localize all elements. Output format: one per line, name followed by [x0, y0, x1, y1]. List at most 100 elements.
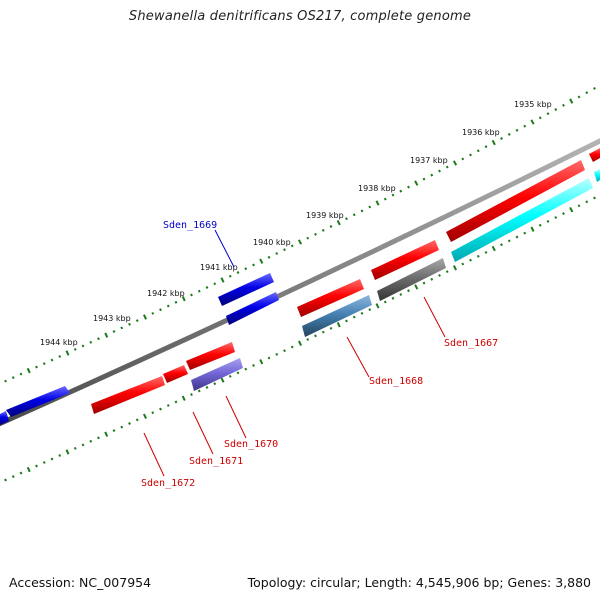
inner-scale-tick [491, 245, 496, 252]
outer-scale-tick [360, 209, 364, 213]
inner-scale-tick [112, 429, 116, 433]
outer-scale-tick [135, 319, 139, 323]
leader-line-1669 [214, 229, 235, 268]
inner-scale-tick [267, 356, 271, 360]
outer-scale-tick [593, 87, 596, 90]
gene-arrow-steel-1668[interactable] [302, 295, 372, 337]
gene-label-sden-1668[interactable]: Sden_1668 [369, 376, 423, 387]
leader-line-1670 [225, 395, 247, 439]
outer-scale-tick [213, 282, 217, 286]
outer-scale-tick [391, 193, 395, 197]
inner-scale-tick [283, 349, 286, 353]
outer-scale-tick [500, 137, 503, 140]
outer-scale-tick [569, 98, 574, 104]
inner-scale-tick [128, 422, 131, 425]
outer-scale-tick [368, 205, 372, 209]
inner-scale-tick [50, 457, 54, 461]
outer-scale-tick [11, 376, 15, 380]
gene-arrow-red-right[interactable] [446, 160, 585, 242]
inner-scale-tick [4, 478, 7, 482]
outer-scale-tick [35, 365, 38, 369]
outer-scale-tick [329, 225, 333, 228]
kbp-label-1936: 1936 kbp [462, 128, 500, 137]
outer-scale-tick [220, 277, 225, 283]
outer-scale-tick [197, 289, 201, 293]
gene-arrow-red-1668[interactable] [297, 279, 364, 317]
kbp-label-1939: 1939 kbp [306, 211, 344, 220]
outer-scale-tick [430, 173, 434, 177]
inner-scale-tick [89, 439, 93, 443]
outer-scale-tick [259, 258, 264, 264]
outer-scale-tick [407, 185, 410, 189]
outer-scale-tick [538, 116, 542, 120]
kbp-label-1944: 1944 kbp [40, 338, 78, 347]
kbp-label-1938: 1938 kbp [358, 184, 396, 193]
inner-scale-tick [151, 411, 155, 415]
gene-arrow-gray-1667[interactable] [377, 258, 446, 301]
kbp-labels: 1935 kbp 1936 kbp 1937 kbp 1938 kbp 1939… [40, 100, 552, 347]
inner-scale-tick [252, 363, 255, 367]
outer-scale-tick [469, 153, 472, 157]
outer-scale-tick [205, 286, 209, 289]
gene-arrow-cyan-edge[interactable] [594, 169, 600, 182]
inner-scale-tick [228, 374, 232, 378]
outer-scale-tick [73, 347, 77, 351]
gene-arrow-red-1670[interactable] [186, 342, 235, 370]
outer-scale-tick [461, 157, 465, 161]
inner-scale-tick [593, 196, 596, 200]
accession-text: Accession: NC_007954 [9, 575, 152, 590]
inner-scale-tick [73, 446, 77, 450]
gene-label-sden-1669[interactable]: Sden_1669 [163, 220, 217, 231]
inner-scale-tick [259, 359, 264, 365]
gene-arrow-cyan-right[interactable] [451, 178, 593, 262]
outer-scale-tick [50, 358, 54, 362]
outer-scale-tick [452, 160, 458, 166]
gene-label-sden-1672[interactable]: Sden_1672 [141, 478, 195, 489]
inner-scale-tick [290, 345, 294, 349]
outer-scale-tick [577, 95, 581, 99]
gene-arrow-blue-1669-b[interactable] [226, 292, 279, 325]
inner-scale-tick [562, 212, 565, 216]
gene-arrow-red-edge[interactable] [589, 148, 600, 162]
inner-scale-tick [461, 262, 465, 266]
inner-scale-tick [197, 389, 201, 393]
inner-scale-tick [523, 231, 527, 235]
outer-scale-tick [283, 248, 286, 252]
gene-arrow-blue-left[interactable] [6, 386, 70, 417]
inner-scale-tick [58, 454, 62, 457]
inner-scale-tick [507, 239, 511, 243]
outer-scale-tick [228, 274, 232, 278]
outer-scale-tick [530, 119, 535, 125]
gene-label-sden-1670[interactable]: Sden_1670 [224, 439, 278, 450]
outer-scale-tick [190, 293, 193, 297]
inner-scale-tick [438, 274, 441, 277]
gene-label-sden-1671[interactable]: Sden_1671 [189, 456, 243, 467]
gene-arrow-lavender-1670[interactable] [191, 358, 243, 391]
outer-scale-tick [306, 236, 310, 240]
inner-scale-tick [120, 425, 124, 429]
inner-scale-tick [585, 200, 589, 204]
inner-scale-tick [42, 461, 46, 464]
outer-scale-tick [174, 300, 178, 304]
gene-arrow-blue-1669-a[interactable] [218, 273, 274, 306]
outer-scale-tick [399, 189, 403, 193]
inner-scale-tick [407, 289, 410, 293]
gene-arrow-red-1672[interactable] [91, 376, 165, 414]
outer-scale-tick [523, 124, 527, 128]
outer-scale-tick [562, 103, 565, 107]
kbp-label-1937: 1937 kbp [410, 156, 448, 165]
outer-scale-tick [275, 252, 279, 255]
gene-arrow-red-1671[interactable] [163, 365, 188, 383]
outer-scale-tick [19, 372, 23, 376]
inner-scale-tick [35, 464, 38, 468]
inner-scale-tick [135, 418, 139, 422]
inner-scale-tick [368, 308, 372, 312]
inner-scale-tick [391, 296, 395, 300]
inner-scale-tick [530, 226, 535, 232]
gene-label-sden-1667[interactable]: Sden_1667 [444, 338, 498, 349]
gene-arrow-red-1667[interactable] [371, 240, 439, 280]
outer-scale-track [4, 87, 596, 383]
inner-scale-tick [19, 471, 23, 475]
inner-scale-tick [81, 443, 85, 447]
inner-scale-tick [104, 431, 109, 437]
